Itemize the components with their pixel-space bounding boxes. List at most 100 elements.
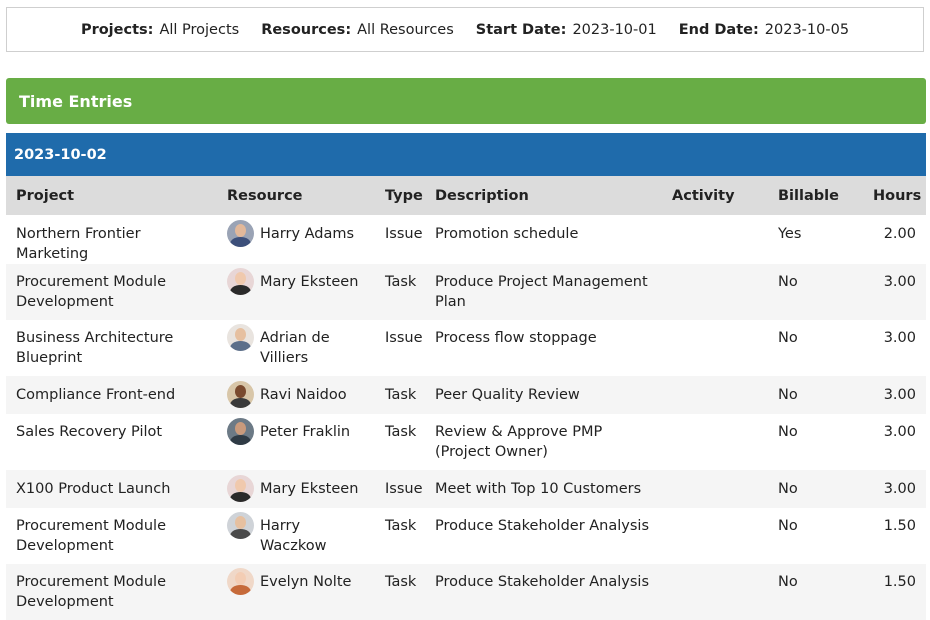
cell-activity <box>662 564 768 620</box>
cell-project: Compliance Front-end <box>16 387 176 403</box>
cell-project: Sales Recovery Pilot <box>16 424 163 440</box>
avatar-harry-waczkow <box>227 512 254 539</box>
cell-billable: No <box>778 481 798 497</box>
column-header-activity[interactable]: Activity <box>662 176 768 215</box>
cell-hours: 3.00 <box>883 274 916 290</box>
table-row[interactable]: Procurement Module Development Mary Ekst… <box>6 264 926 320</box>
cell-resource: Harry Adams <box>227 220 365 247</box>
filter-end-date-label: End Date: <box>678 21 759 38</box>
cell-resource: Mary Eksteen <box>227 475 365 502</box>
cell-activity <box>662 376 768 414</box>
cell-hours: 1.50 <box>883 518 916 534</box>
resource-name: Peter Fraklin <box>260 424 351 440</box>
avatar-mary-eksteen <box>227 268 254 295</box>
cell-billable: No <box>778 274 798 290</box>
column-header-type[interactable]: Type <box>375 176 425 215</box>
cell-resource: Ravi Naidoo <box>227 381 365 408</box>
cell-type: Issue <box>385 330 423 346</box>
filter-projects-value[interactable]: All Projects <box>159 21 240 38</box>
cell-activity <box>662 320 768 376</box>
cell-billable: No <box>778 424 798 440</box>
column-header-resource[interactable]: Resource <box>217 176 375 215</box>
cell-description: Review & Approve PMP (Project Owner) <box>435 424 603 460</box>
resource-name: Harry Waczkow <box>260 518 327 554</box>
table-row[interactable]: Procurement Module Development Harry Wac… <box>6 508 926 564</box>
resource-name: Mary Eksteen <box>260 274 359 290</box>
cell-description: Meet with Top 10 Customers <box>435 481 642 497</box>
cell-description: Process flow stoppage <box>435 330 597 346</box>
cell-type: Task <box>385 574 417 590</box>
avatar-mary-eksteen <box>227 475 254 502</box>
filter-resources-value[interactable]: All Resources <box>357 21 454 38</box>
cell-type: Issue <box>385 481 423 497</box>
cell-hours: 1.50 <box>883 574 916 590</box>
cell-type: Task <box>385 387 417 403</box>
cell-billable: No <box>778 387 798 403</box>
table-row[interactable]: X100 Product Launch Mary Eksteen Issue M… <box>6 470 926 508</box>
cell-activity <box>662 470 768 508</box>
cell-activity <box>662 264 768 320</box>
table-row[interactable]: Northern Frontier Marketing Harry Adams … <box>6 215 926 264</box>
avatar-adrian-de-villiers <box>227 324 254 351</box>
cell-billable: Yes <box>778 226 802 242</box>
cell-type: Task <box>385 274 417 290</box>
group-date-header: 2023-10-02 <box>6 133 926 176</box>
filter-bar: Projects: All Projects Resources: All Reso… <box>6 7 924 52</box>
cell-project: Northern Frontier Marketing <box>16 226 141 262</box>
resource-name: Evelyn Nolte <box>260 574 352 590</box>
cell-description: Promotion schedule <box>435 226 579 242</box>
cell-activity <box>662 508 768 564</box>
column-header-hours[interactable]: Hours <box>863 176 926 215</box>
cell-billable: No <box>778 330 798 346</box>
cell-resource: Evelyn Nolte <box>227 568 365 595</box>
cell-project: Business Architecture Blueprint <box>16 330 174 366</box>
filter-projects-label: Projects: <box>80 21 154 38</box>
table-header-row: Project Resource Type Description Activi… <box>6 176 926 215</box>
cell-project: Procurement Module Development <box>16 574 166 610</box>
section-title: Time Entries <box>6 78 926 124</box>
cell-hours: 2.00 <box>883 226 916 242</box>
filter-resources[interactable]: Resources: All Resources <box>261 22 454 38</box>
table-row[interactable]: Sales Recovery Pilot Peter Fraklin Task … <box>6 414 926 470</box>
resource-name: Adrian de Villiers <box>260 330 330 366</box>
time-entries-table: Project Resource Type Description Activi… <box>6 176 926 620</box>
filter-start-date-value[interactable]: 2023-10-01 <box>572 21 657 38</box>
cell-description: Peer Quality Review <box>435 387 580 403</box>
cell-hours: 3.00 <box>883 387 916 403</box>
cell-hours: 3.00 <box>883 424 916 440</box>
cell-resource: Harry Waczkow <box>227 512 365 556</box>
filter-end-date[interactable]: End Date: 2023-10-05 <box>679 22 849 38</box>
cell-activity <box>662 215 768 264</box>
cell-project: Procurement Module Development <box>16 274 166 310</box>
cell-type: Task <box>385 518 417 534</box>
filter-start-date[interactable]: Start Date: 2023-10-01 <box>476 22 657 38</box>
cell-billable: No <box>778 574 798 590</box>
table-row[interactable]: Procurement Module Development Evelyn No… <box>6 564 926 620</box>
filter-resources-label: Resources: <box>261 21 352 38</box>
cell-type: Task <box>385 424 417 440</box>
avatar-evelyn-nolte <box>227 568 254 595</box>
cell-description: Produce Stakeholder Analysis <box>435 574 650 590</box>
column-header-description[interactable]: Description <box>425 176 662 215</box>
avatar-peter-fraklin <box>227 418 254 445</box>
filter-start-date-label: Start Date: <box>475 21 567 38</box>
avatar-ravi-naidoo <box>227 381 254 408</box>
table-row[interactable]: Compliance Front-end Ravi Naidoo Task Pe… <box>6 376 926 414</box>
cell-resource: Peter Fraklin <box>227 418 365 445</box>
cell-description: Produce Stakeholder Analysis <box>435 518 650 534</box>
cell-resource: Adrian de Villiers <box>227 324 365 368</box>
cell-hours: 3.00 <box>883 481 916 497</box>
resource-name: Mary Eksteen <box>260 481 359 497</box>
cell-billable: No <box>778 518 798 534</box>
column-header-billable[interactable]: Billable <box>768 176 863 215</box>
filter-end-date-value[interactable]: 2023-10-05 <box>764 21 850 38</box>
column-header-project[interactable]: Project <box>6 176 217 215</box>
cell-type: Issue <box>385 226 423 242</box>
filter-projects[interactable]: Projects: All Projects <box>81 22 239 38</box>
avatar-harry-adams <box>227 220 254 247</box>
resource-name: Harry Adams <box>260 226 355 242</box>
table-row[interactable]: Business Architecture Blueprint Adrian d… <box>6 320 926 376</box>
cell-hours: 3.00 <box>883 330 916 346</box>
cell-project: Procurement Module Development <box>16 518 166 554</box>
cell-project: X100 Product Launch <box>16 481 171 497</box>
